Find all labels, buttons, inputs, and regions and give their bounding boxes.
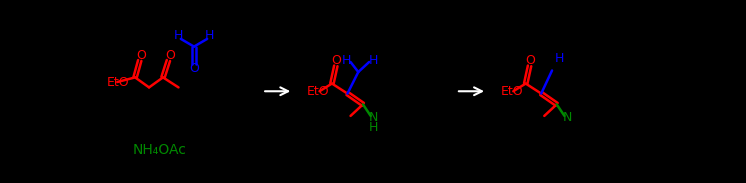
Text: H: H	[205, 29, 214, 42]
Text: H: H	[174, 29, 184, 42]
Text: O: O	[189, 62, 199, 75]
Text: H: H	[369, 121, 378, 134]
Text: H: H	[555, 52, 565, 65]
Text: NH₄OAc: NH₄OAc	[132, 143, 186, 157]
Text: O: O	[137, 48, 146, 61]
Text: EtO: EtO	[307, 85, 330, 98]
Text: O: O	[332, 54, 342, 67]
Text: O: O	[525, 54, 536, 67]
Text: N: N	[563, 111, 572, 124]
Text: EtO: EtO	[501, 85, 524, 98]
Text: O: O	[165, 48, 175, 61]
Text: H: H	[369, 54, 377, 67]
Text: EtO: EtO	[107, 76, 129, 89]
Text: H: H	[342, 54, 351, 67]
Text: N: N	[369, 111, 378, 124]
